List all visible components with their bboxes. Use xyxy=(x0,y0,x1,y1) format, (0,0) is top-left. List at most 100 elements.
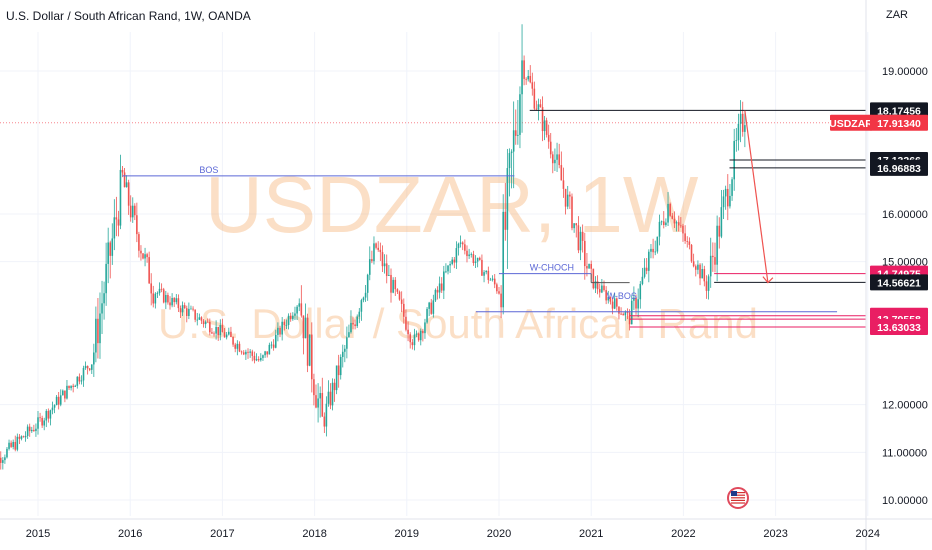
candle xyxy=(481,254,483,276)
candle xyxy=(247,348,249,359)
candle xyxy=(181,301,184,316)
price-label-text: 16.96883 xyxy=(877,163,921,175)
price-labels: 18.17456USDZAR17.9134017.1326616.9688314… xyxy=(829,102,928,335)
candle xyxy=(669,202,671,217)
candle xyxy=(690,243,693,263)
candle xyxy=(140,245,142,261)
y-tick-label: 11.00000 xyxy=(882,447,927,459)
candle xyxy=(523,55,525,86)
candle xyxy=(358,308,361,324)
candle xyxy=(709,237,712,288)
candle xyxy=(575,222,578,238)
candle xyxy=(741,101,744,137)
candle xyxy=(581,224,584,253)
candle xyxy=(88,367,91,372)
candle xyxy=(366,273,369,301)
candle xyxy=(109,240,112,279)
time-axis[interactable]: 2015 2016 2017 2018 2019 2020 2021 2022 2023 2024 xyxy=(0,518,932,540)
candle xyxy=(726,174,729,221)
candle xyxy=(311,322,313,393)
price-label: 14.56621 xyxy=(870,274,928,291)
candle xyxy=(630,295,633,325)
candle xyxy=(605,286,607,305)
candle xyxy=(152,285,155,308)
candle xyxy=(323,412,326,434)
price-axis[interactable]: 19.0000016.0000015.0000012.0000011.00000… xyxy=(865,0,928,550)
candle xyxy=(461,241,464,251)
x-tick-label: 2017 xyxy=(210,528,234,540)
candle xyxy=(242,350,245,356)
candle xyxy=(68,385,70,390)
candle xyxy=(115,196,118,237)
candle xyxy=(315,384,317,409)
candle xyxy=(53,404,56,414)
candle xyxy=(447,265,449,275)
candle xyxy=(113,199,116,251)
candle xyxy=(729,183,731,209)
candle xyxy=(375,242,377,250)
candle xyxy=(86,365,89,375)
candle xyxy=(697,260,699,275)
candle xyxy=(714,242,716,273)
candle xyxy=(426,306,428,324)
candle xyxy=(296,305,298,321)
candle xyxy=(183,302,186,309)
candle xyxy=(292,312,294,321)
candle xyxy=(62,389,64,396)
candle xyxy=(489,277,492,281)
candle xyxy=(188,302,190,320)
candle xyxy=(43,417,46,431)
candle xyxy=(445,263,447,274)
candle xyxy=(692,253,695,268)
candle xyxy=(306,313,309,373)
candle xyxy=(637,288,639,318)
x-tick-label: 2020 xyxy=(487,528,511,540)
candle xyxy=(111,223,114,265)
candle xyxy=(274,329,277,349)
candle xyxy=(121,166,124,178)
candle xyxy=(430,298,433,315)
price-label: 13.63033 xyxy=(870,318,928,335)
candle xyxy=(558,143,560,169)
candle xyxy=(35,423,37,437)
candle xyxy=(449,260,451,273)
candle xyxy=(341,344,344,368)
us-flag-icon[interactable] xyxy=(727,487,749,509)
candle xyxy=(392,277,394,294)
candle xyxy=(215,320,217,340)
candle xyxy=(171,293,173,308)
candle xyxy=(329,383,332,410)
candle xyxy=(716,215,718,282)
candle xyxy=(264,350,266,358)
candle xyxy=(93,343,95,377)
candle xyxy=(162,287,165,304)
candle xyxy=(105,242,107,306)
watermark-name: U.S. Dollar / South African Rand xyxy=(158,300,758,347)
candle xyxy=(373,236,375,265)
candle xyxy=(592,268,595,290)
candle xyxy=(400,291,403,313)
candle xyxy=(232,336,234,347)
candle xyxy=(688,237,691,250)
candle xyxy=(356,314,359,329)
candle xyxy=(196,312,199,326)
candle xyxy=(434,288,437,302)
candle xyxy=(117,210,120,237)
price-label: 16.96883 xyxy=(870,159,928,176)
candle xyxy=(551,151,554,174)
candle xyxy=(394,277,397,296)
candle xyxy=(539,99,542,108)
candle xyxy=(95,306,97,363)
price-label-text: 17.91340 xyxy=(877,118,921,130)
candle xyxy=(223,327,226,338)
candle xyxy=(321,377,324,417)
candle xyxy=(680,217,682,228)
annotation-label: W-BOS xyxy=(607,291,637,301)
candle xyxy=(722,189,725,220)
candle xyxy=(82,365,85,387)
candle xyxy=(616,297,618,311)
candle xyxy=(49,409,52,426)
candle xyxy=(185,305,188,323)
candle xyxy=(466,245,468,263)
